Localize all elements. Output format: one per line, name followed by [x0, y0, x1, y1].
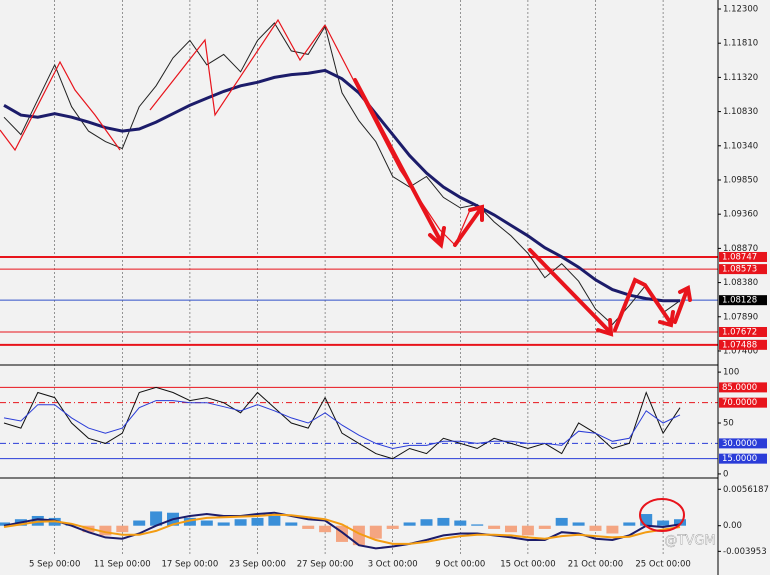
- level-label: 70.0000: [722, 398, 757, 408]
- arrow: [528, 248, 614, 337]
- histogram-bar: [538, 525, 551, 529]
- x-tick-label: 11 Sep 00:00: [94, 560, 151, 570]
- x-tick-label: 17 Sep 00:00: [162, 560, 219, 570]
- histogram-bar: [572, 522, 585, 526]
- y-tick-label: 1.09360: [723, 210, 758, 220]
- y-tick-label: 1.10830: [723, 107, 758, 117]
- series-line: [3, 68, 680, 303]
- y-tick-label: 1.09850: [723, 175, 758, 185]
- histogram-bar: [555, 517, 568, 526]
- histogram-bar: [99, 525, 112, 536]
- x-tick-label: 15 Oct 00:00: [500, 560, 555, 570]
- histogram-bar: [589, 525, 602, 531]
- arrow: [353, 78, 446, 249]
- histogram-bar: [217, 522, 230, 526]
- x-tick-label: 25 Oct 00:00: [635, 560, 690, 570]
- histogram-bar: [0, 522, 10, 526]
- histogram-bar: [200, 520, 213, 526]
- y-tick-label: 1.10340: [723, 141, 758, 151]
- y-tick-label: 1.11320: [723, 73, 758, 83]
- level-label-box: [719, 264, 767, 275]
- x-tick-label: 3 Oct 00:00: [368, 560, 418, 570]
- zigzag: [149, 18, 326, 117]
- arrow: [613, 277, 675, 332]
- level-label: 1.07672: [722, 327, 757, 337]
- level-label-box: [719, 295, 767, 306]
- histogram-bar: [302, 525, 315, 529]
- level-label-box: [719, 397, 767, 408]
- level-label-box: [719, 251, 767, 262]
- level-label: 1.08128: [722, 296, 757, 306]
- y-tick-label: 0.00: [723, 521, 742, 531]
- x-tick-label: 21 Oct 00:00: [568, 560, 623, 570]
- histogram-bar: [319, 525, 332, 533]
- histogram-bar: [657, 520, 670, 526]
- histogram-bar: [268, 515, 281, 526]
- watermark: @TVGM: [664, 534, 715, 549]
- y-tick-label: 100: [723, 368, 739, 378]
- y-tick-label: 1.08380: [723, 278, 758, 288]
- histogram-bar: [403, 522, 416, 526]
- histogram-bar: [285, 522, 298, 526]
- y-tick-label: -0.003953: [723, 547, 767, 557]
- arrows: [353, 78, 692, 337]
- level-label: 85.0000: [722, 383, 757, 393]
- y-tick-label: 50: [723, 419, 734, 429]
- y-tick-label: 1.07890: [723, 312, 758, 322]
- level-label-box: [719, 339, 767, 350]
- histogram-bar: [420, 519, 433, 526]
- histogram-bar: [623, 522, 636, 526]
- level-label-box: [719, 453, 767, 464]
- histogram-bar: [386, 525, 399, 529]
- x-tick-label: 23 Sep 00:00: [229, 560, 286, 570]
- histogram-bar: [133, 520, 146, 526]
- level-label: 1.07488: [722, 340, 757, 350]
- arrow: [453, 204, 484, 247]
- x-tick-label: 9 Oct 00:00: [435, 560, 485, 570]
- y-tick-label: 0.0056187: [723, 485, 769, 495]
- level-label-box: [719, 438, 767, 449]
- x-tick-label: 5 Sep 00:00: [29, 560, 80, 570]
- y-tick-label: 1.07400: [723, 346, 758, 356]
- level-label: 1.08573: [722, 265, 757, 275]
- histogram-bar: [183, 517, 196, 526]
- y-tick-label: 1.08870: [723, 244, 758, 254]
- y-tick-label: 1.11810: [723, 39, 758, 49]
- histogram-bar: [234, 519, 247, 526]
- histogram-bar: [454, 520, 467, 526]
- histogram-bar: [674, 519, 686, 526]
- series-line: [3, 513, 681, 545]
- histogram-bar: [251, 517, 264, 526]
- arrow: [673, 285, 692, 324]
- level-label: 15.0000: [722, 454, 757, 464]
- y-tick-label: 0: [723, 469, 728, 479]
- series-line: [3, 511, 681, 550]
- histogram-bar: [505, 525, 517, 533]
- level-label: 30.0000: [722, 439, 757, 449]
- series-line: [3, 386, 681, 460]
- histogram-bar: [437, 517, 450, 526]
- x-tick-label: 27 Sep 00:00: [297, 560, 354, 570]
- level-label-box: [719, 382, 767, 393]
- histogram-bar: [352, 525, 365, 546]
- histogram-bar: [471, 524, 484, 526]
- histogram-bar: [606, 525, 619, 534]
- highlight-circle: [639, 498, 685, 532]
- histogram-bar: [521, 525, 534, 536]
- histogram-bar: [150, 511, 163, 526]
- zigzag: [0, 60, 121, 152]
- y-tick-label: 1.12300: [723, 5, 758, 15]
- histogram-bar: [488, 525, 501, 529]
- histogram-bar: [116, 525, 129, 533]
- level-label-box: [719, 326, 767, 337]
- series-line: [3, 400, 681, 450]
- level-label: 1.08747: [722, 252, 757, 262]
- histogram-bar: [369, 525, 382, 539]
- histogram-bar: [640, 514, 653, 526]
